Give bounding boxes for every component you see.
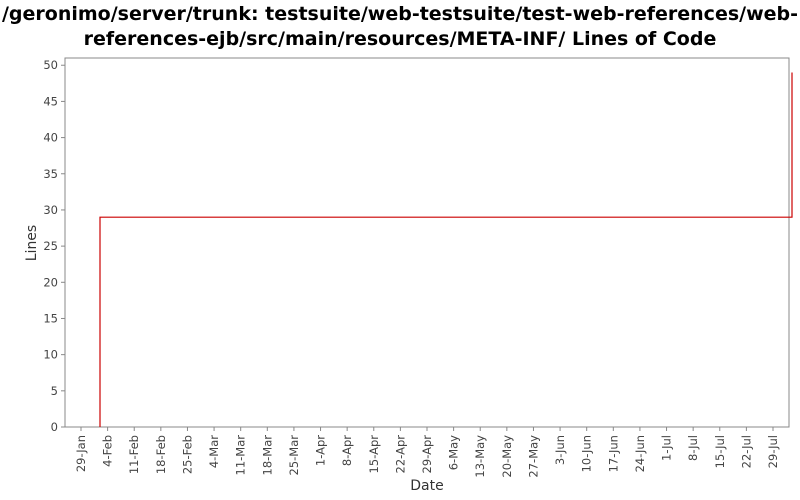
- x-tick-label: 20-May: [500, 435, 514, 478]
- y-tick-label: 50: [43, 58, 58, 72]
- x-tick-label: 25-Feb: [180, 435, 194, 474]
- y-tick-label: 15: [43, 311, 58, 325]
- y-tick-label: 25: [43, 239, 58, 253]
- x-tick-label: 15-Jul: [713, 435, 727, 468]
- x-tick-label: 6-May: [447, 435, 461, 470]
- x-tick-label: 27-May: [526, 435, 540, 478]
- y-tick-label: 45: [43, 94, 58, 108]
- series-line: [99, 72, 793, 427]
- x-tick-label: 18-Mar: [260, 435, 274, 476]
- series-group: [99, 72, 793, 427]
- x-tick-label: 3-Jun: [553, 435, 567, 465]
- x-tick-label: 18-Feb: [154, 435, 168, 474]
- y-axis-title: Lines: [24, 225, 40, 261]
- y-tick-label: 35: [43, 167, 58, 181]
- x-axis-title: Date: [410, 478, 443, 494]
- x-tick-label: 22-Apr: [393, 435, 407, 474]
- plot-area: [64, 57, 790, 428]
- x-tick-label: 4-Feb: [101, 435, 115, 467]
- y-tick-label: 5: [51, 384, 58, 398]
- x-tick-label: 13-May: [473, 435, 487, 478]
- y-tick-label: 20: [43, 275, 58, 289]
- x-tick-label: 1-Apr: [314, 435, 328, 466]
- y-axis: 0 5 10 15 20 25 30 35 40 45 50: [43, 58, 65, 434]
- x-axis: 29-Jan 4-Feb 11-Feb 18-Feb 25-Feb 4-Mar 11-Mar…: [74, 427, 780, 478]
- x-tick-label: 17-Jun: [606, 435, 620, 472]
- x-tick-label: 22-Jul: [739, 435, 753, 468]
- x-tick-label: 29-Jul: [766, 435, 780, 468]
- x-tick-label: 29-Jan: [74, 435, 88, 472]
- y-tick-label: 10: [43, 348, 58, 362]
- y-tick-label: 30: [43, 203, 58, 217]
- x-tick-label: 10-Jun: [580, 435, 594, 472]
- x-tick-label: 1-Jul: [660, 435, 674, 461]
- x-tick-label: 8-Apr: [340, 435, 354, 466]
- x-tick-label: 29-Apr: [420, 435, 434, 474]
- x-tick-label: 24-Jun: [633, 435, 647, 472]
- y-tick-label: 0: [51, 420, 58, 434]
- x-tick-label: 8-Jul: [686, 435, 700, 461]
- x-tick-label: 25-Mar: [287, 435, 301, 476]
- x-tick-label: 11-Mar: [234, 435, 248, 476]
- x-tick-label: 4-Mar: [207, 435, 221, 468]
- x-tick-label: 15-Apr: [367, 435, 381, 474]
- x-tick-label: 11-Feb: [127, 435, 141, 474]
- chart-title: /geronimo/server/trunk: testsuite/web-te…: [1, 3, 799, 50]
- y-tick-label: 40: [43, 131, 58, 145]
